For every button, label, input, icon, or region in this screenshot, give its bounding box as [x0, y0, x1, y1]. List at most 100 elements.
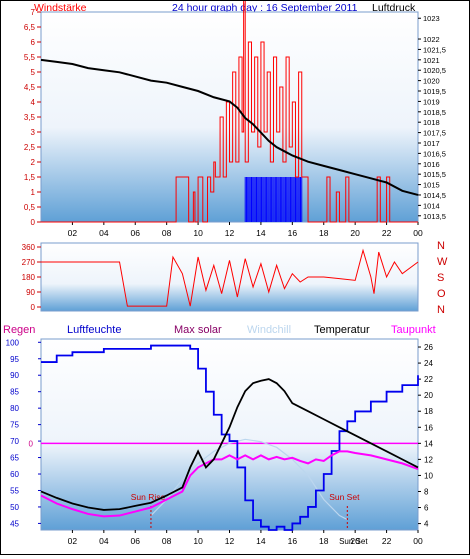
dir-compass-label: O — [437, 288, 446, 300]
pressure-y-tick-label: 1017 — [423, 139, 440, 148]
max-solar-line — [150, 438, 348, 521]
pressure-line — [40, 58, 419, 196]
temp-y-tick-label: 8 — [424, 487, 429, 496]
humidity-y-tick-label: 65 — [10, 454, 19, 463]
wind-y-tick-label: 6,5 — [24, 23, 36, 32]
pressure-y-tick-label: 1016,5 — [423, 149, 446, 158]
wind-x-tick-label: 08 — [162, 228, 172, 238]
wind-y-tick-label: 3,5 — [24, 113, 36, 122]
dir-y-tick-label: 270 — [22, 258, 36, 267]
temp-y-tick-label: 24 — [424, 359, 433, 368]
pressure-y-tick-label: 1014 — [423, 201, 440, 210]
wind-x-tick-label: 04 — [99, 228, 109, 238]
wind-y-tick-label: 7 — [31, 8, 36, 17]
wind-y-tick-label: 2,5 — [24, 143, 36, 152]
humidity-y-tick-label: 90 — [10, 371, 19, 380]
dir-compass-label: N — [437, 240, 445, 252]
wind-x-tick-label: 16 — [288, 228, 298, 238]
wind-x-tick-label: 06 — [131, 228, 141, 238]
wind-x-tick-label: 22 — [382, 228, 392, 238]
humidity-y-tick-label: 85 — [10, 388, 19, 397]
wind-y-tick-label: 2 — [31, 158, 36, 167]
humidity-y-tick-label: 75 — [10, 421, 19, 430]
pressure-y-tick-label: 1015 — [423, 181, 440, 190]
header-right-label: Luftdruck — [372, 2, 416, 14]
wind-y-tick-label: 5,5 — [24, 53, 36, 62]
wind-y-tick-label: 6 — [31, 38, 36, 47]
legend-temperatur: Temperatur — [314, 324, 370, 336]
temp-y-tick-label: 18 — [424, 407, 433, 416]
weather-x-tick-label: 22 — [382, 536, 392, 546]
weather-x-tick-label: 16 — [288, 536, 298, 546]
temp-y-tick-label: 26 — [424, 343, 433, 352]
header-left-label: Windstärke — [34, 2, 87, 14]
legend-max-solar: Max solar — [174, 324, 222, 336]
wind-x-tick-label: 18 — [319, 228, 329, 238]
wind-chart: 00,511,522,533,544,555,566,571013,510141… — [24, 0, 446, 238]
legend-windchill: Windchill — [247, 324, 291, 336]
pressure-y-tick-label: 1015,5 — [423, 170, 446, 179]
wind-direction-line — [41, 248, 419, 307]
wind-y-tick-label: 3 — [31, 128, 36, 137]
pressure-y-tick-label: 1013,5 — [423, 212, 446, 221]
temp-y-tick-label: 4 — [424, 520, 429, 529]
weather-x-tick-label: 18 — [319, 536, 329, 546]
weather-chart: 4550556065707580859095100468101214161820… — [6, 338, 434, 546]
wind-x-tick-label: 20 — [350, 228, 360, 238]
wind-y-tick-label: 1,5 — [24, 173, 36, 182]
wind-x-tick-label: 14 — [256, 228, 266, 238]
legend: Regen Luftfeuchte Max solar Windchill Te… — [3, 324, 436, 336]
wind-x-tick-label: 02 — [68, 228, 78, 238]
weather-x-tick-label: 20 — [350, 536, 360, 546]
dir-compass-label: S — [437, 272, 444, 284]
temp-y-tick-label: 20 — [424, 391, 433, 400]
temp-y-tick-label: 10 — [424, 471, 433, 480]
weather-x-tick-label: 08 — [162, 536, 172, 546]
wind-speed-line — [41, 0, 418, 223]
pressure-y-tick-label: 1023 — [423, 14, 440, 23]
temp-y-tick-label: 14 — [424, 439, 433, 448]
x-sunset-label: Sun Set — [339, 537, 368, 546]
humidity-y-tick-label: 95 — [10, 355, 19, 364]
sunrise-label: Sun Rise — [131, 492, 166, 502]
rain-zero-label: 0 — [29, 439, 34, 448]
legend-taupunkt: Taupunkt — [391, 324, 436, 336]
weather-x-tick-label: 00 — [413, 536, 423, 546]
weather-x-tick-label: 10 — [193, 536, 203, 546]
pressure-y-tick-label: 1016 — [423, 160, 440, 169]
dir-compass-label: W — [437, 256, 448, 268]
pressure-y-tick-label: 1014,5 — [423, 191, 446, 200]
humidity-line — [41, 344, 419, 531]
header-title: 24 hour graph day : 16 September 2011 — [172, 2, 358, 14]
temp-y-tick-label: 6 — [424, 504, 429, 513]
pressure-y-tick-label: 1022 — [423, 35, 440, 44]
wind-y-tick-label: 4 — [31, 98, 36, 107]
wind-y-tick-label: 0,5 — [24, 203, 36, 212]
weather-x-tick-label: 02 — [68, 536, 78, 546]
legend-regen: Regen — [3, 324, 35, 336]
humidity-y-tick-label: 100 — [6, 338, 20, 347]
pressure-y-tick-label: 1018 — [423, 118, 440, 127]
humidity-y-tick-label: 55 — [10, 486, 19, 495]
dir-y-tick-label: 180 — [22, 273, 36, 282]
humidity-y-tick-label: 70 — [10, 437, 19, 446]
temp-y-tick-label: 12 — [424, 455, 433, 464]
legend-luftfeuchte: Luftfeuchte — [67, 324, 121, 336]
dir-y-tick-label: 0 — [31, 303, 36, 312]
pressure-y-tick-label: 1019,5 — [423, 87, 446, 96]
humidity-y-tick-label: 45 — [10, 519, 19, 528]
dir-y-tick-label: 90 — [26, 288, 35, 297]
pressure-y-tick-label: 1020,5 — [423, 66, 446, 75]
wind-y-tick-label: 1 — [31, 188, 36, 197]
wind-x-tick-label: 12 — [225, 228, 235, 238]
pressure-y-tick-label: 1017,5 — [423, 129, 446, 138]
wind-x-tick-label: 10 — [193, 228, 203, 238]
wind-y-tick-label: 4,5 — [24, 83, 36, 92]
weather-x-tick-label: 12 — [225, 536, 235, 546]
dewpoint-line — [40, 450, 419, 518]
temperature-line — [40, 378, 419, 511]
pressure-y-tick-label: 1019 — [423, 97, 440, 106]
